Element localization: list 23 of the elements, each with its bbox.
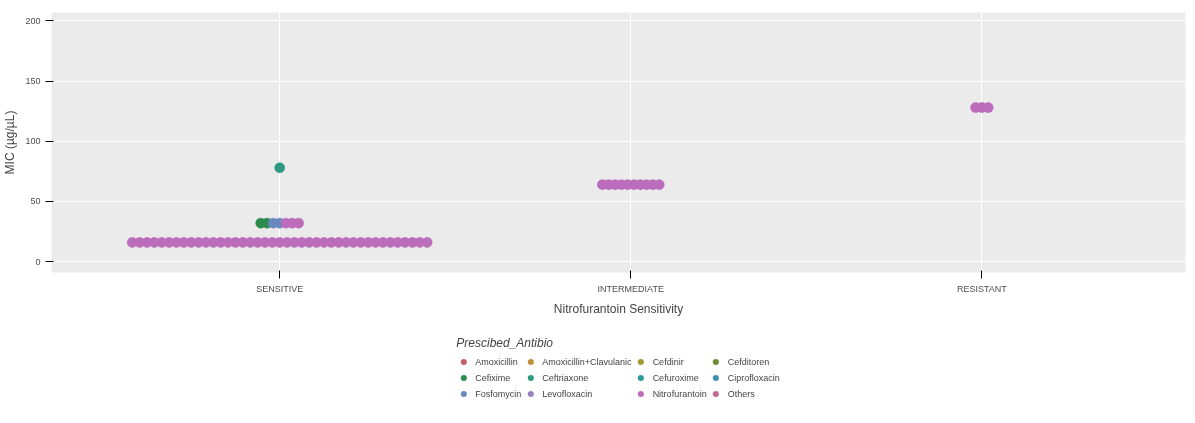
legend-label: Ceftriaxone xyxy=(542,371,589,385)
legend-label: Fosfomycin xyxy=(475,387,522,401)
legend-label: Cefixime xyxy=(475,371,511,385)
legend-label: Amoxicillin xyxy=(475,355,518,369)
legend-label: Amoxicillin+Clavulanic xyxy=(542,355,632,369)
y-axis-title: MIC (µg/µL) xyxy=(3,110,18,175)
legend-label: Levofloxacin xyxy=(542,387,593,401)
legend-label: Cefdinir xyxy=(652,355,684,369)
legend-label: Cefditoren xyxy=(727,355,770,369)
x-tick-label: INTERMEDIATE xyxy=(597,283,664,294)
legend-label: Others xyxy=(727,387,755,401)
y-tick-label: 150 xyxy=(25,76,41,87)
y-tick-label: 100 xyxy=(25,136,41,147)
x-axis-title: Nitrofurantoin Sensitivity xyxy=(553,301,684,316)
y-tick-label: 50 xyxy=(30,196,41,207)
y-tick-label: 200 xyxy=(25,15,41,26)
x-tick-label: SENSITIVE xyxy=(256,283,304,294)
legend-label: Ciprofloxacin xyxy=(727,371,780,385)
y-tick-label: 0 xyxy=(35,256,41,267)
legend-label: Cefuroxime xyxy=(652,371,699,385)
legend-title: Prescibed_Antibio xyxy=(456,335,555,350)
legend-label: Nitrofurantoin xyxy=(652,387,707,401)
x-tick-label: RESISTANT xyxy=(956,283,1008,294)
